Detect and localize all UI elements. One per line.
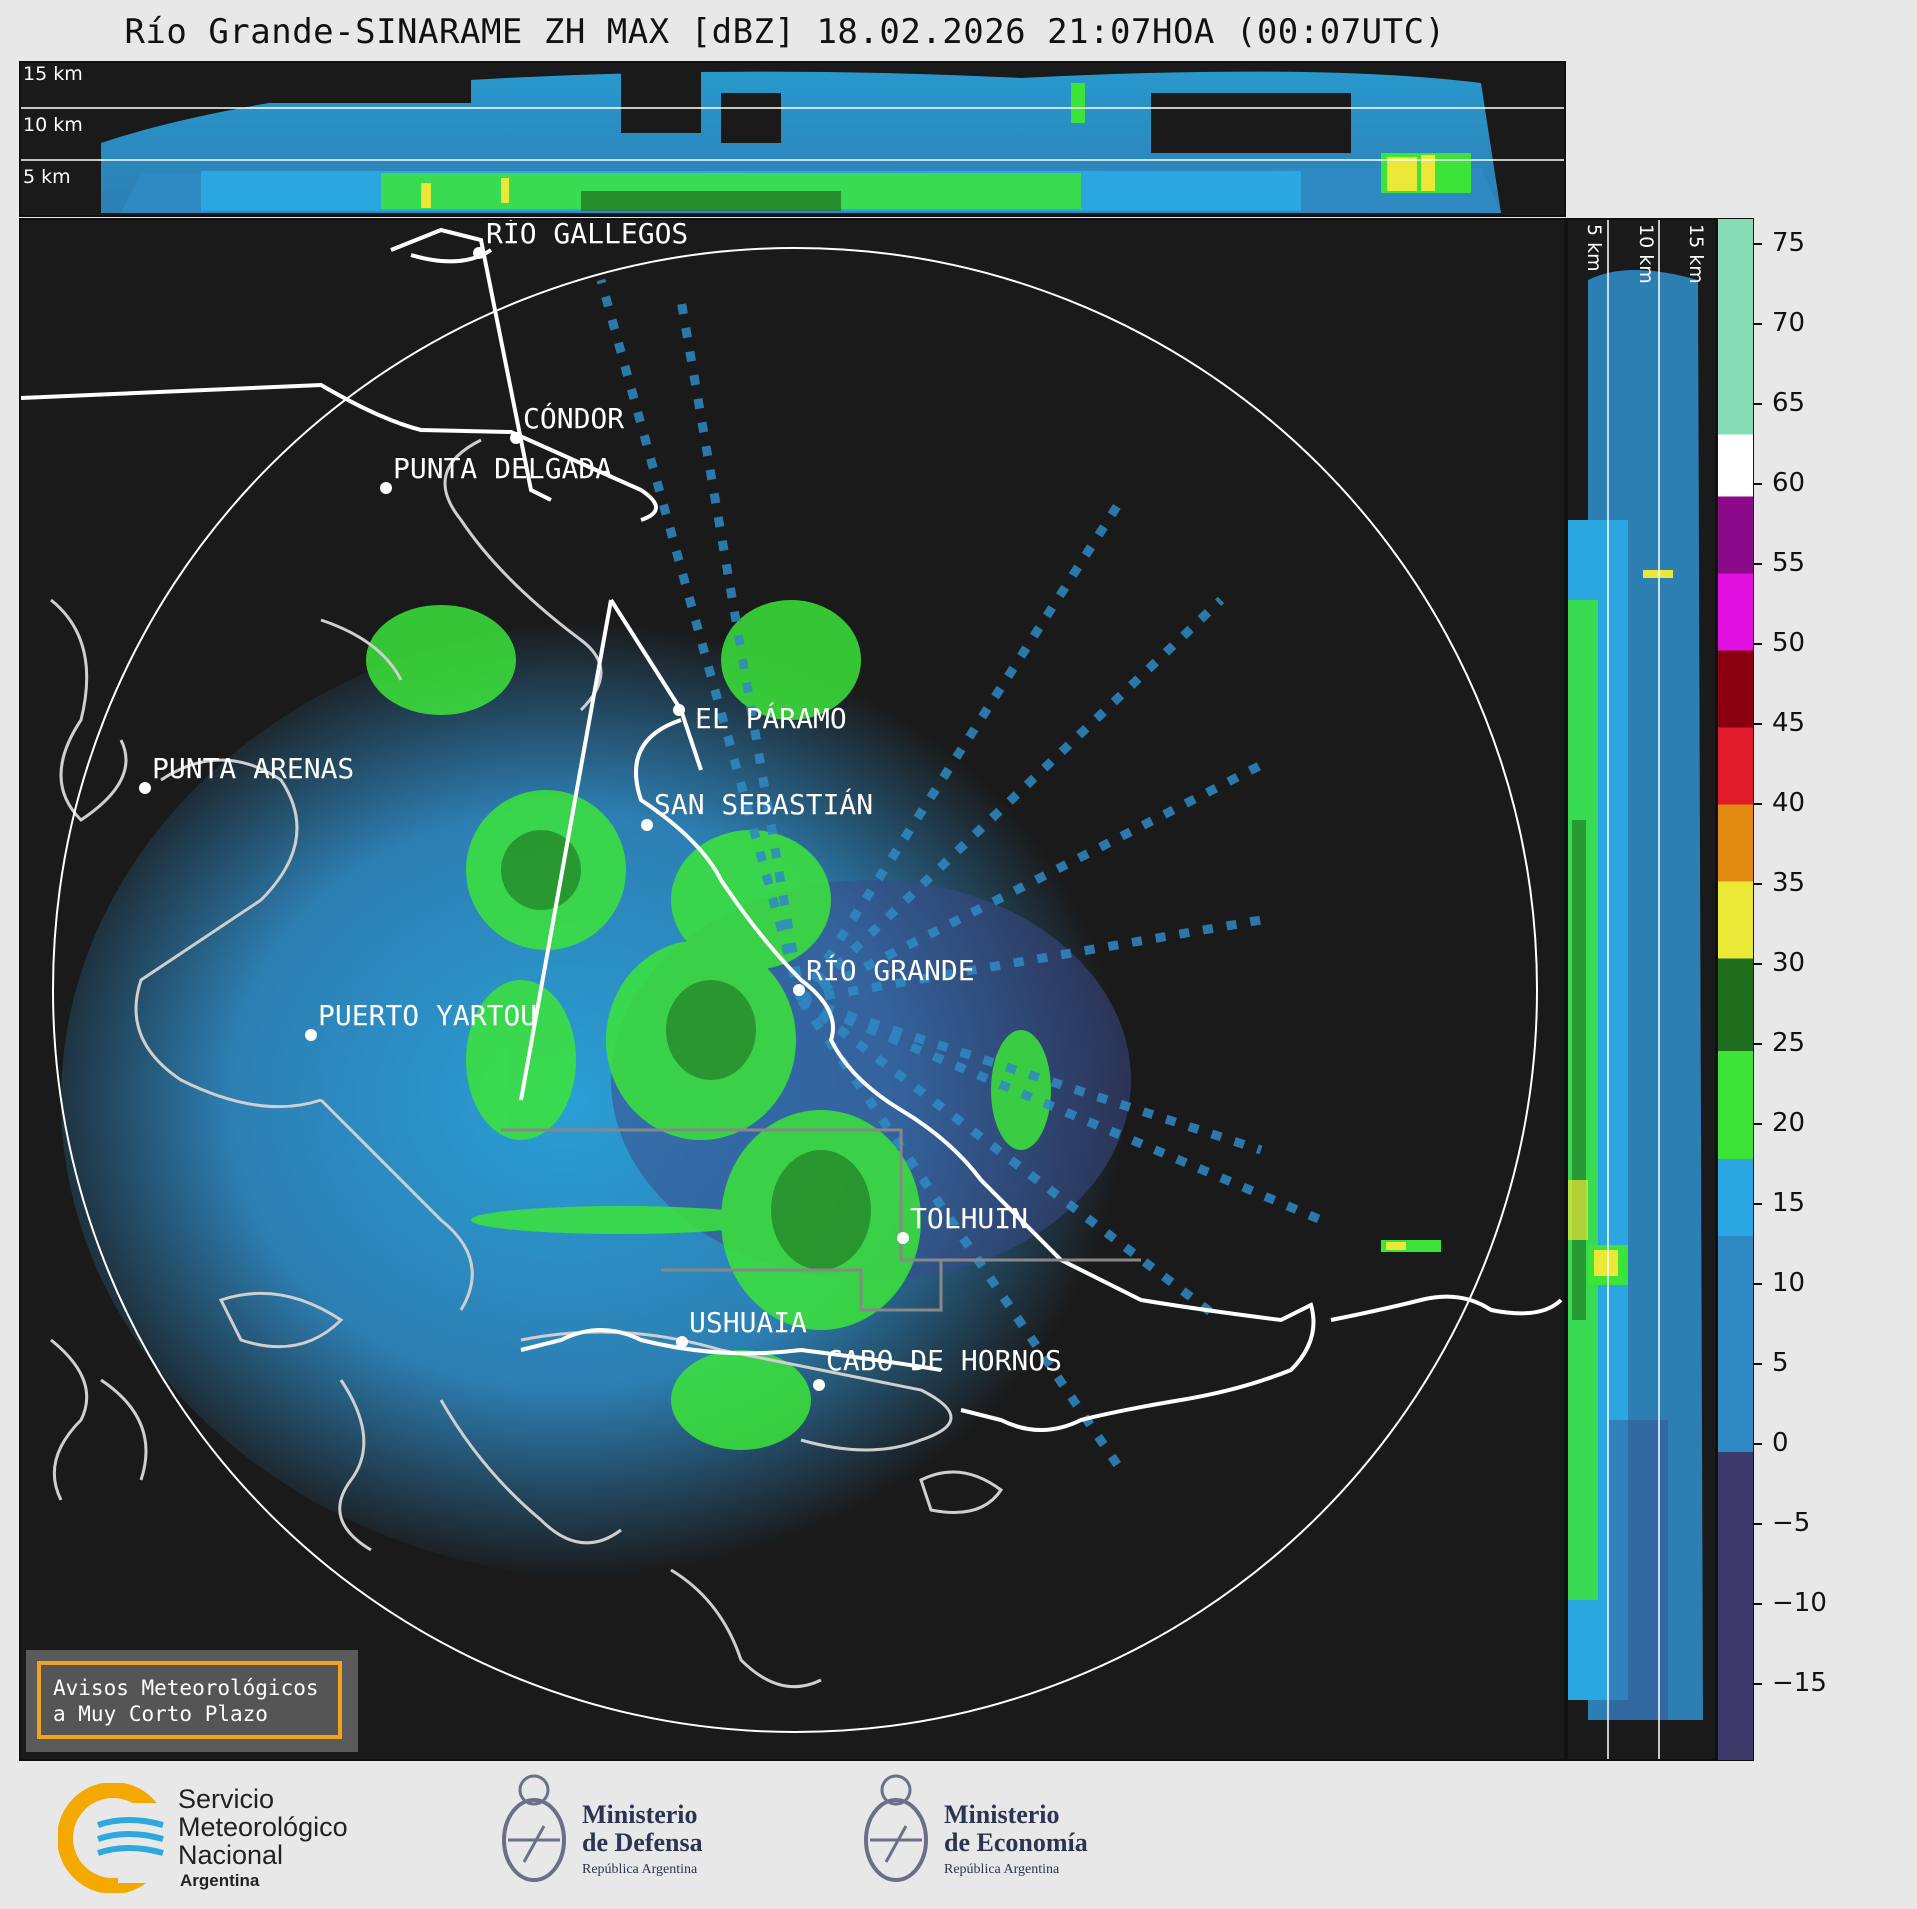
defensa-line1: Ministerio xyxy=(582,1800,698,1829)
cb-tick-20: 20 xyxy=(1754,1108,1805,1138)
city-punta-arenas: PUNTA ARENAS xyxy=(139,752,354,794)
city-tolhuin: TOLHUIN xyxy=(897,1202,1028,1244)
defensa-logo: Ministerio de Defensa República Argentin… xyxy=(494,1770,754,1900)
svg-text:USHUAIA: USHUAIA xyxy=(689,1306,807,1339)
top-height-label-5: 5 km xyxy=(23,166,71,188)
city-ushuaia: USHUAIA xyxy=(676,1306,807,1348)
clutter-rays xyxy=(596,278,1323,1473)
cb-tick-25: 25 xyxy=(1754,1028,1805,1058)
defensa-line2: de Defensa xyxy=(582,1828,703,1857)
cb-tick-60: 60 xyxy=(1754,468,1805,498)
warning-line-2: a Muy Corto Plazo xyxy=(53,1702,268,1726)
economia-logo: Ministerio de Economía República Argenti… xyxy=(856,1770,1116,1900)
cb-tick-30: 30 xyxy=(1754,948,1805,978)
defensa-line3: República Argentina xyxy=(582,1862,698,1877)
city-rio-grande: RÍO GRANDE xyxy=(793,953,975,996)
city-el-paramo: EL PÁRAMO xyxy=(673,701,847,735)
economia-line3: República Argentina xyxy=(944,1862,1060,1877)
cb-tick-65: 65 xyxy=(1754,388,1805,418)
warning-line-1: Avisos Meteorológicos xyxy=(53,1676,319,1700)
cb-tick-15: 15 xyxy=(1754,1188,1805,1218)
cb-tick-40: 40 xyxy=(1754,788,1805,818)
side-cross-section-panel: 5 km 10 km 15 km xyxy=(1566,218,1717,1761)
cb-tick-minus10: −10 xyxy=(1754,1588,1827,1618)
top-height-label-15: 15 km xyxy=(23,63,83,85)
svg-text:PUERTO YARTOU: PUERTO YARTOU xyxy=(318,999,537,1032)
cb-tick-0: 0 xyxy=(1754,1428,1789,1458)
warning-box[interactable]: Avisos Meteorológicos a Muy Corto Plazo xyxy=(37,1661,342,1739)
city-condor: CÓNDOR xyxy=(510,401,624,444)
svg-text:SAN SEBASTIÁN: SAN SEBASTIÁN xyxy=(654,787,873,821)
svg-text:TOLHUIN: TOLHUIN xyxy=(910,1202,1028,1235)
svg-text:CÓNDOR: CÓNDOR xyxy=(523,401,624,435)
coastlines xyxy=(50,438,1004,1689)
cb-tick-45: 45 xyxy=(1754,708,1805,738)
side-height-label-5: 5 km xyxy=(1583,224,1605,272)
cb-tick-75: 75 xyxy=(1754,228,1805,258)
top-height-label-10: 10 km xyxy=(23,114,83,136)
cb-tick-50: 50 xyxy=(1754,628,1805,658)
radar-map: RÍO GALLEGOS CÓNDOR PUNTA DELGADA EL PÁR… xyxy=(21,220,1563,1733)
coat-of-arms-icon xyxy=(864,1774,928,1882)
svg-text:CABO DE HORNOS: CABO DE HORNOS xyxy=(826,1344,1062,1377)
smn-emblem-icon xyxy=(58,1783,168,1893)
svg-text:RÍO GALLEGOS: RÍO GALLEGOS xyxy=(486,220,688,250)
cb-tick-35: 35 xyxy=(1754,868,1805,898)
top-cross-section-panel: 15 km 10 km 5 km xyxy=(19,61,1566,217)
cb-tick-10: 10 xyxy=(1754,1268,1805,1298)
cb-tick-minus5: −5 xyxy=(1754,1508,1810,1538)
smn-line2: Meteorológico xyxy=(178,1812,348,1842)
svg-text:PUNTA ARENAS: PUNTA ARENAS xyxy=(152,752,354,785)
svg-text:PUNTA DELGADA: PUNTA DELGADA xyxy=(393,452,612,485)
city-puerto-yartou: PUERTO YARTOU xyxy=(305,999,537,1041)
cb-tick-70: 70 xyxy=(1754,308,1805,338)
cb-tick-minus15: −15 xyxy=(1754,1668,1827,1698)
coat-of-arms-icon xyxy=(502,1774,566,1882)
side-height-label-10: 10 km xyxy=(1635,224,1657,284)
page-title: Río Grande-SINARAME ZH MAX [dBZ] 18.02.2… xyxy=(124,12,1446,52)
city-rio-gallegos: RÍO GALLEGOS xyxy=(473,220,688,259)
economia-line1: Ministerio xyxy=(944,1800,1060,1829)
side-height-label-15: 15 km xyxy=(1685,224,1707,284)
smn-line3: Nacional xyxy=(178,1840,284,1870)
dbz-colorbar xyxy=(1717,218,1754,1761)
city-cabo-de-hornos: CABO DE HORNOS xyxy=(813,1344,1062,1391)
city-san-sebastian: SAN SEBASTIÁN xyxy=(641,787,873,831)
smn-line1: Servicio xyxy=(178,1784,275,1814)
radar-map-panel: RÍO GALLEGOS CÓNDOR PUNTA DELGADA EL PÁR… xyxy=(19,218,1566,1761)
city-punta-delgada: PUNTA DELGADA xyxy=(380,452,612,494)
range-ring xyxy=(52,247,1538,1733)
cb-tick-5: 5 xyxy=(1754,1348,1789,1378)
smn-logo: Servicio Meteorológico Nacional Argentin… xyxy=(58,1783,398,1893)
economia-line2: de Economía xyxy=(944,1828,1088,1857)
svg-text:EL PÁRAMO: EL PÁRAMO xyxy=(695,701,847,735)
smn-line4: Argentina xyxy=(180,1871,260,1890)
svg-text:RÍO GRANDE: RÍO GRANDE xyxy=(806,953,975,987)
cb-tick-55: 55 xyxy=(1754,548,1805,578)
